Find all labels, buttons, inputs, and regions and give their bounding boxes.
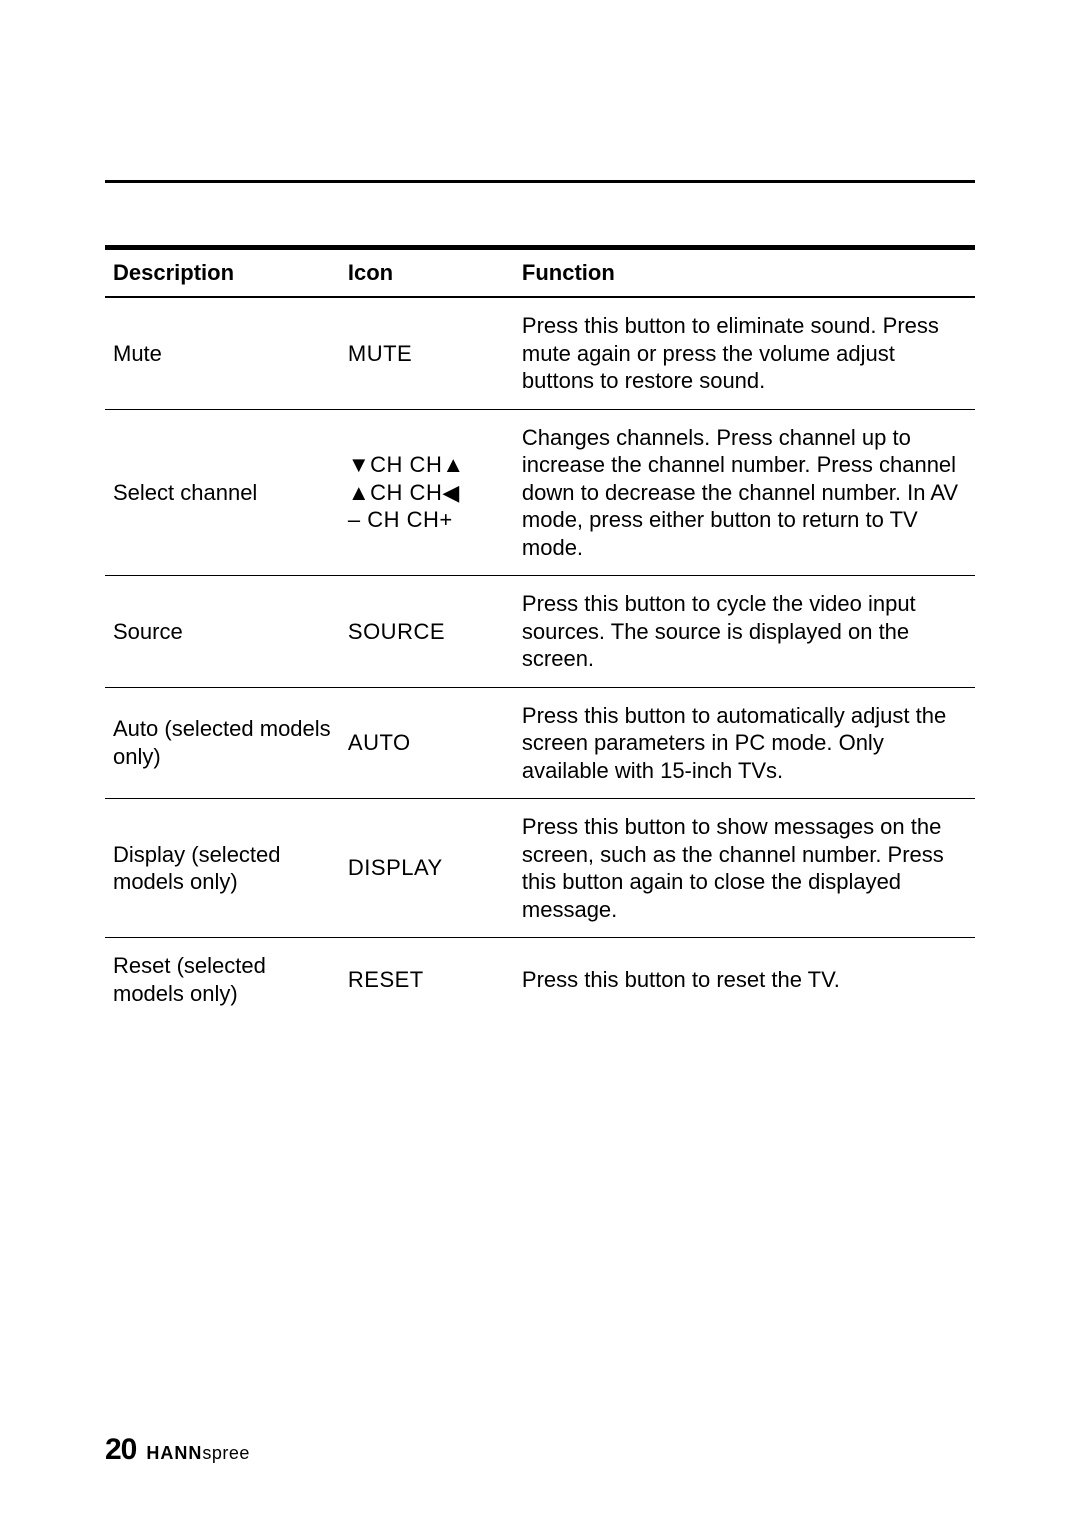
functions-table: Description Icon Function Mute MUTE Press … (105, 245, 975, 1021)
cell-icon: SOURCE (340, 576, 514, 688)
cell-icon: MUTE (340, 297, 514, 409)
table-row: Display (selected models only) DISPLAY Pre… (105, 799, 975, 938)
page-footer: 20 HANNspree (105, 1433, 250, 1467)
cell-function: Press this button to automatically adjus… (514, 687, 975, 799)
table-row: Reset (selected models only) RESET Press t… (105, 938, 975, 1022)
table-header-row: Description Icon Function (105, 248, 975, 298)
cell-function: Changes channels. Press channel up to in… (514, 409, 975, 576)
header-icon: Icon (340, 248, 514, 298)
cell-description: Mute (105, 297, 340, 409)
cell-icon: ▼CH CH▲▲CH CH◀– CH CH+ (340, 409, 514, 576)
table-row: Source SOURCE Press this button to cycle t… (105, 576, 975, 688)
page-number: 20 (105, 1433, 136, 1467)
brand-bold: HANN (146, 1443, 202, 1463)
cell-description: Select channel (105, 409, 340, 576)
table-row: Mute MUTE Press this button to eliminate s… (105, 297, 975, 409)
cell-description: Display (selected models only) (105, 799, 340, 938)
cell-description: Source (105, 576, 340, 688)
cell-function: Press this button to cycle the video inp… (514, 576, 975, 688)
header-description: Description (105, 248, 340, 298)
table-body: Mute MUTE Press this button to eliminate s… (105, 297, 975, 1021)
header-function: Function (514, 248, 975, 298)
icon-line: SOURCE (348, 618, 506, 646)
cell-icon: RESET (340, 938, 514, 1022)
icon-line: AUTO (348, 729, 506, 757)
table-row: Select channel▼CH CH▲▲CH CH◀– CH CH+Chan… (105, 409, 975, 576)
cell-icon: DISPLAY (340, 799, 514, 938)
icon-line: RESET (348, 966, 506, 994)
icon-line: DISPLAY (348, 854, 506, 882)
cell-function: Press this button to reset the TV. (514, 938, 975, 1022)
cell-function: Press this button to eliminate sound. Pr… (514, 297, 975, 409)
cell-icon: AUTO (340, 687, 514, 799)
brand-light: spree (202, 1443, 250, 1463)
icon-line: MUTE (348, 340, 506, 368)
cell-function: Press this button to show messages on th… (514, 799, 975, 938)
cell-description: Auto (selected models only) (105, 687, 340, 799)
icon-line: ▼CH CH▲ (348, 451, 506, 479)
brand-label: HANNspree (146, 1443, 250, 1464)
top-rule (105, 180, 975, 183)
cell-description: Reset (selected models only) (105, 938, 340, 1022)
icon-line: ▲CH CH◀ (348, 479, 506, 507)
icon-line: – CH CH+ (348, 506, 506, 534)
table-row: Auto (selected models only) AUTO Press thi… (105, 687, 975, 799)
